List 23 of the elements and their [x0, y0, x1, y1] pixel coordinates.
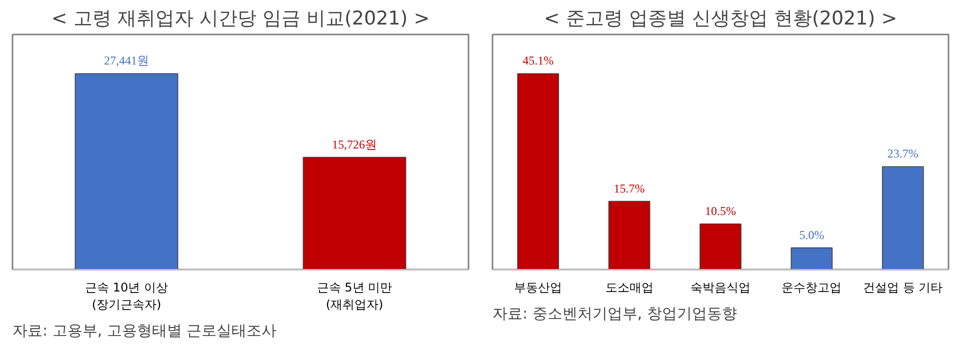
- text: 자료: 고용부, 고용형태별 근로실태조사: [12, 322, 277, 340]
- data-label: 15.7%: [614, 181, 645, 196]
- data-label: 23.7%: [887, 146, 918, 161]
- x-tick-label: 운수창고업: [782, 280, 842, 294]
- x-tick-label: 숙박음식업: [690, 280, 750, 294]
- bar: [517, 73, 560, 270]
- chart-title: < 준고령 업종별 신생창업 현황(2021) >: [544, 8, 898, 30]
- data-label: 15,726원: [332, 137, 377, 152]
- bar: [882, 166, 924, 270]
- text: 자료: 중소벤처기업부, 창업기업동향: [492, 304, 737, 322]
- x-tick-label: 근속 10년 이상 (장기근속자): [85, 280, 168, 312]
- x-tick-label: 부동산업: [514, 280, 562, 294]
- chart-title: < 고령 재취업자 시간당 임금 비교(2021) >: [51, 8, 430, 30]
- data-label: 10.5%: [705, 204, 736, 218]
- bar: [700, 224, 742, 270]
- data-label: 27,441원: [104, 54, 149, 68]
- bar: [608, 200, 650, 270]
- bar: [790, 247, 833, 270]
- x-tick-label: 도소매업: [605, 280, 654, 294]
- x-tick-label: 건설업 등 기타: [863, 280, 943, 294]
- data-label: 45.1%: [522, 54, 554, 68]
- data-label: 5.0%: [799, 228, 824, 242]
- x-tick-label: 근속 5년 미만 (재취업자): [316, 280, 392, 312]
